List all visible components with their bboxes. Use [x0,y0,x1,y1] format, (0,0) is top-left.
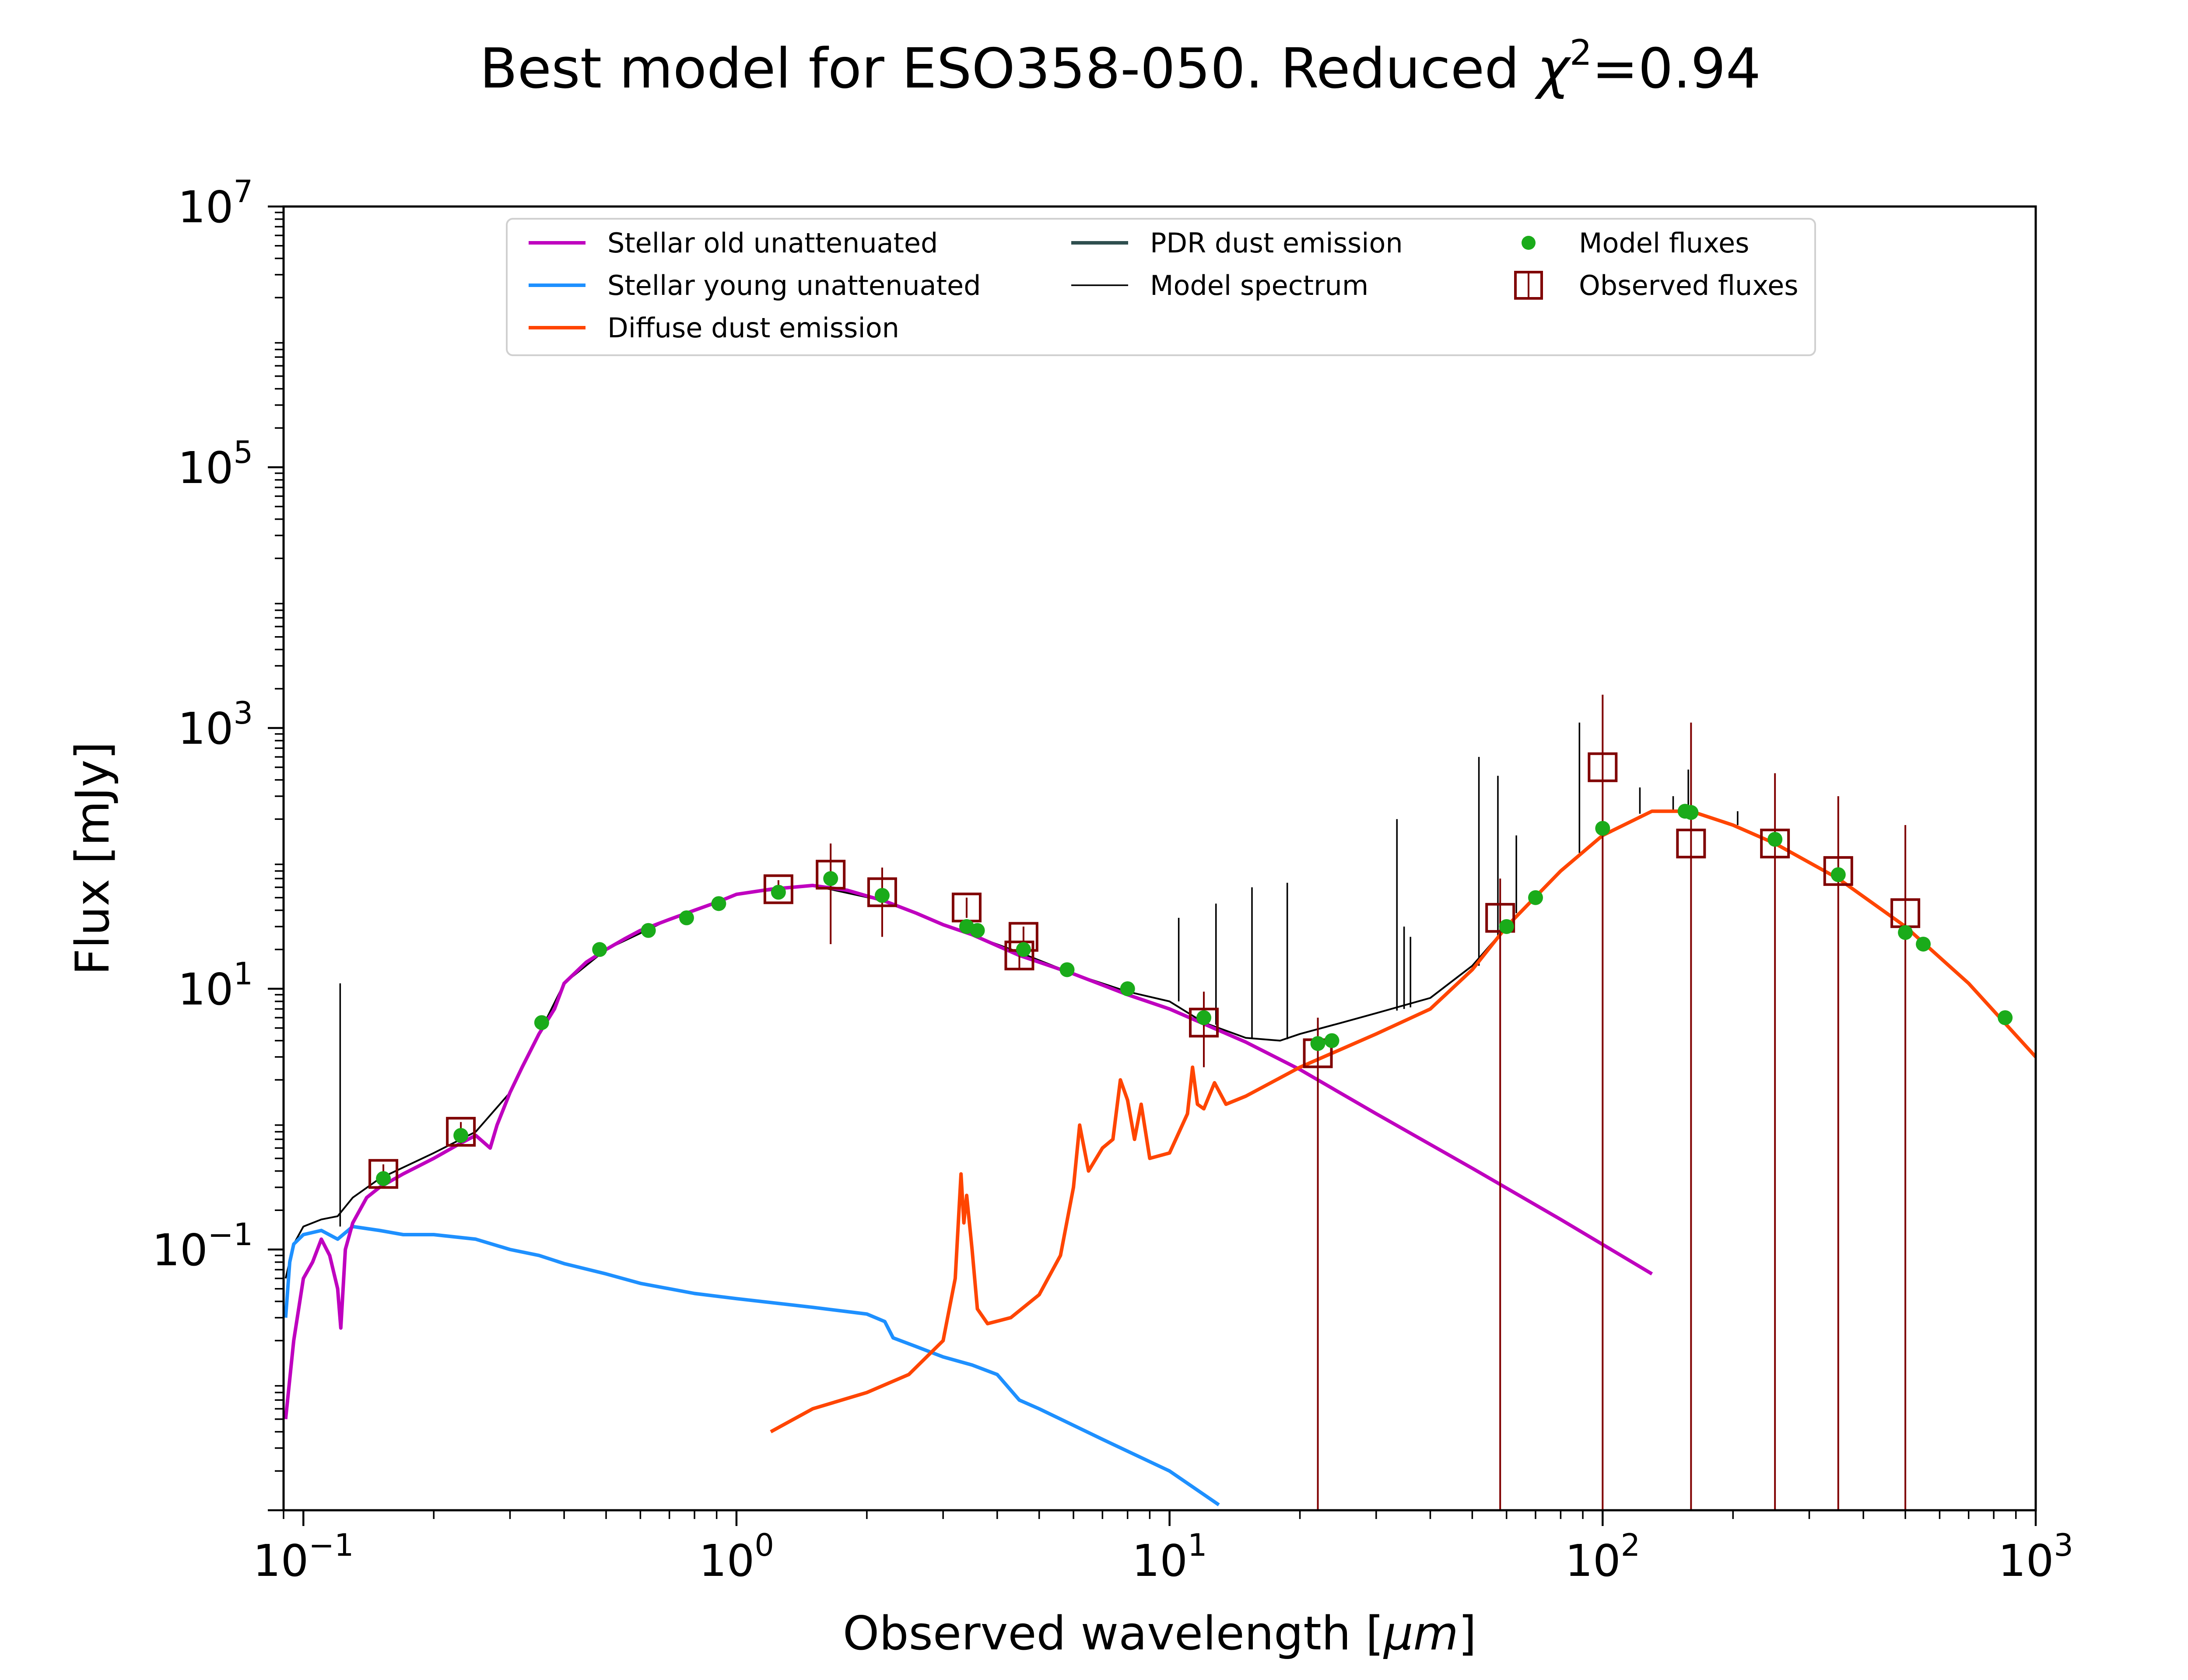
legend-label-model-spectrum: Model spectrum [1150,270,1368,301]
legend-item-stellar-old-unattenuated: Stellar old unattenuated [529,227,938,259]
observed-flux-point-11 [1485,903,1515,933]
series-line-diffuse-dust-emission [770,809,2036,1434]
model-flux-point-7 [711,896,726,911]
model-flux-point-5 [641,923,656,938]
observed-flux-point-13 [1676,829,1706,859]
axis-ticks: 10−1 100 101 102 103 10−1 101 103 105 107 [152,174,2073,1586]
model-flux-point-18 [1324,1033,1339,1048]
observed-flux-point-1 [368,1159,399,1189]
legend-swatch-model-fluxes [1522,236,1536,250]
model-flux-point-9 [823,871,838,886]
legend-label-pdr-dust-emission: PDR dust emission [1150,227,1403,259]
observed-flux-point-9 [1189,1008,1219,1038]
y-axis-label: Flux [mJy] [66,742,119,975]
model-flux-point-20 [1528,890,1543,905]
legend-label-model-fluxes: Model fluxes [1579,227,1749,259]
observed-flux-point-4 [816,860,846,890]
x-tick-label-1: 10−1 [253,1527,354,1586]
legend-item-model-fluxes: Model fluxes [1522,227,1749,259]
y-tick-label-2: 101 [178,956,253,1015]
observed-flux-point-3 [763,874,793,904]
y-tick-label-1: 10−1 [152,1217,253,1276]
model-flux-point-6 [679,910,694,925]
legend-item-stellar-young-unattenuated: Stellar young unattenuated [529,270,981,301]
observed-flux-point-15 [1823,856,1853,886]
legend-box [506,218,1816,356]
legend-label-stellar-old-unattenuated: Stellar old unattenuated [607,227,938,259]
x-tick-label-2: 100 [699,1527,774,1586]
y-tick-label-3: 103 [178,695,253,754]
model-flux-point-4 [592,942,607,957]
model-flux-point-15 [1120,981,1135,996]
model-flux-point-16 [1196,1010,1212,1026]
model-flux-point-27 [1916,936,1931,952]
y-tick-label-4: 105 [178,434,253,494]
observed-flux-point-5 [867,877,897,907]
plot-area [284,694,2036,1510]
model-flux-point-17 [1310,1036,1325,1051]
model-flux-point-10 [874,888,890,903]
model-flux-point-14 [1059,962,1075,977]
model-flux-point-2 [453,1128,469,1143]
x-tick-label-5: 103 [1998,1527,2073,1586]
model-flux-point-24 [1767,832,1783,847]
model-flux-point-12 [970,923,985,938]
legend-item-model-spectrum: Model spectrum [1071,270,1368,301]
legend-label-stellar-young-unattenuated: Stellar young unattenuated [607,270,981,301]
model-flux-point-3 [534,1015,549,1030]
legend-item-observed-fluxes: Observed fluxes [1514,270,1799,301]
model-flux-point-23 [1683,805,1699,820]
observed-flux-point-14 [1760,829,1790,859]
model-flux-point-1 [376,1171,391,1186]
observed-flux-point-2 [446,1116,476,1147]
series-line-stellar-young-unattenuated [284,1225,1220,1506]
model-flux-point-21 [1595,821,1610,836]
legend-item-pdr-dust-emission: PDR dust emission [1071,227,1403,259]
legend-label-diffuse-dust-emission: Diffuse dust emission [607,312,899,344]
x-tick-label-3: 101 [1132,1527,1207,1586]
observed-flux-point-12 [1588,752,1618,782]
y-tick-label-5: 107 [178,174,253,233]
x-tick-label-4: 102 [1565,1527,1640,1586]
legend: Stellar old unattenuated Stellar young un… [506,218,1816,356]
legend-item-diffuse-dust-emission: Diffuse dust emission [529,312,899,344]
model-flux-point-25 [1830,867,1846,882]
x-axis-label: Observed wavelength [μm] [843,1606,1476,1660]
model-flux-point-26 [1898,925,1913,940]
model-flux-point-13 [1016,942,1031,957]
model-flux-point-19 [1499,919,1514,934]
chart-title: Best model for ESO358-050. Reduced χ2=0.… [480,32,1761,101]
observed-flux-point-7 [1004,940,1034,970]
plot-frame [282,205,2037,1512]
model-flux-point-28 [1998,1010,2013,1026]
model-flux-point-8 [771,885,786,900]
legend-label-observed-fluxes: Observed fluxes [1579,270,1799,301]
